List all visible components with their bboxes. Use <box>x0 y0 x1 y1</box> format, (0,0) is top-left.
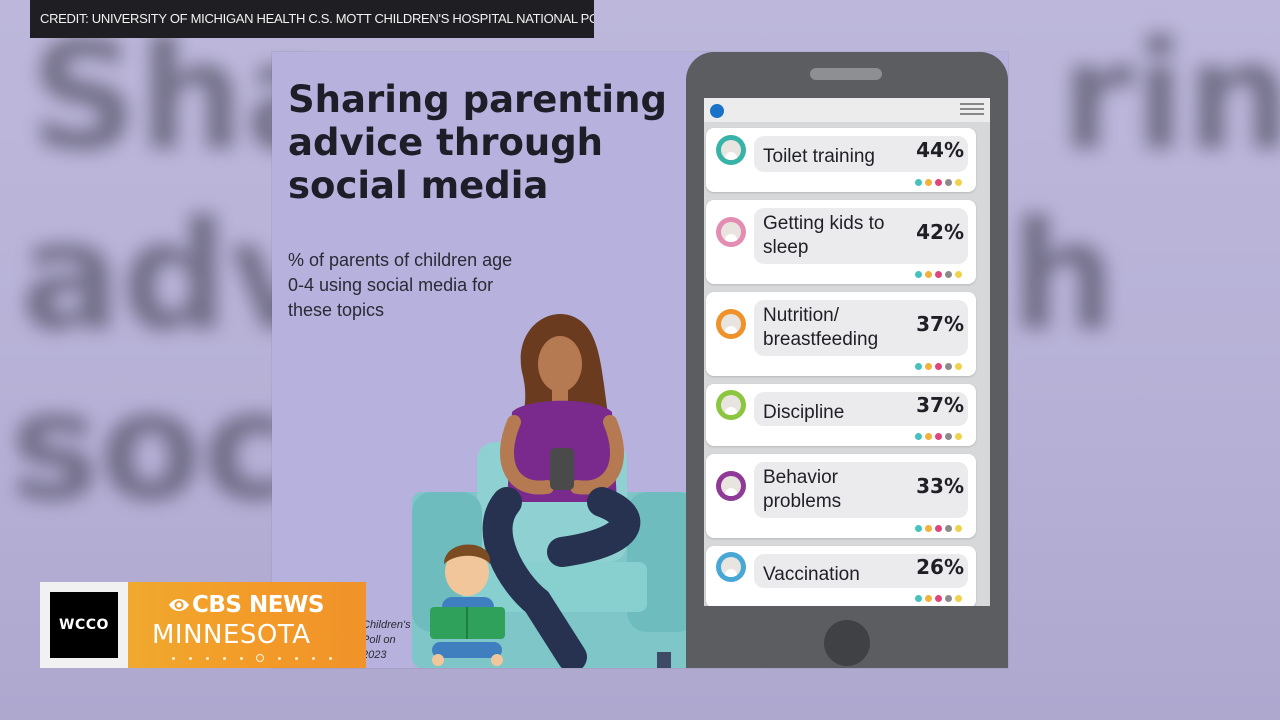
region-name: MINNESOTA <box>152 620 311 650</box>
reaction-icons <box>915 270 962 279</box>
status-dot-icon <box>710 104 724 118</box>
source-note: Children's Poll on 2023 <box>362 619 411 661</box>
topic-bubble <box>754 392 968 426</box>
topic-bubble <box>754 300 968 356</box>
topic-bubble <box>754 208 968 264</box>
topic-card: Vaccination 26% <box>706 546 976 606</box>
topic-card: Discipline 37% <box>706 384 976 446</box>
topic-label: Toilet training <box>763 146 875 167</box>
ticker-dots <box>172 654 332 662</box>
topic-label: Nutrition/ breastfeeding <box>763 305 879 350</box>
phone-top-bar <box>704 98 990 122</box>
network-brand: CBS NEWS MINNESOTA <box>128 582 366 668</box>
station-callsign: WCCO <box>50 592 118 658</box>
topic-percent: 26% <box>916 555 964 579</box>
infographic-title: Sharing parenting advice through social … <box>288 78 667 207</box>
topic-label: Vaccination <box>763 564 860 585</box>
reaction-icons <box>915 594 962 603</box>
infographic-subtitle: % of parents of children age 0-4 using s… <box>288 250 513 320</box>
user-avatar-icon <box>716 309 746 339</box>
topic-list: Toilet training 44% Getting kids to sleep 4… <box>706 128 976 606</box>
topic-percent: 33% <box>916 474 964 498</box>
phone-speaker <box>810 68 882 80</box>
user-avatar-icon <box>716 471 746 501</box>
user-avatar-icon <box>716 390 746 420</box>
topic-percent: 44% <box>916 138 964 162</box>
phone-mockup: Toilet training 44% Getting kids to sleep 4… <box>686 52 1008 668</box>
network-name-text: CBS NEWS <box>192 592 324 618</box>
background-word: ring <box>1060 10 1280 184</box>
topic-label: Getting kids to sleep <box>763 213 885 258</box>
background-word: h <box>1010 190 1117 364</box>
reaction-icons <box>915 362 962 371</box>
cbs-eye-icon <box>169 599 189 611</box>
topic-card: Behavior problems 33% <box>706 454 976 538</box>
topic-percent: 37% <box>916 312 964 336</box>
station-logo: WCCO <box>40 582 128 668</box>
user-avatar-icon <box>716 552 746 582</box>
phone-screen: Toilet training 44% Getting kids to sleep 4… <box>704 98 990 606</box>
topic-card: Toilet training 44% <box>706 128 976 192</box>
topic-percent: 42% <box>916 220 964 244</box>
reaction-icons <box>915 524 962 533</box>
topic-bubble <box>754 554 968 588</box>
network-name: CBS NEWS <box>168 592 324 618</box>
topic-card: Nutrition/ breastfeeding 37% <box>706 292 976 376</box>
topic-label: Discipline <box>763 402 845 423</box>
topic-percent: 37% <box>916 393 964 417</box>
parent-child-illustration <box>412 314 697 668</box>
reaction-icons <box>915 178 962 187</box>
user-avatar-icon <box>716 217 746 247</box>
home-button <box>824 620 870 666</box>
reaction-icons <box>915 432 962 441</box>
topic-card: Getting kids to sleep 42% <box>706 200 976 284</box>
user-avatar-icon <box>716 135 746 165</box>
topic-bubble <box>754 462 968 518</box>
credit-bar: CREDIT: UNIVERSITY OF MICHIGAN HEALTH C.… <box>30 0 594 38</box>
topic-bubble <box>754 136 968 172</box>
hamburger-menu-icon <box>960 103 984 117</box>
topic-label: Behavior problems <box>763 467 842 512</box>
station-lower-third: WCCO CBS NEWS MINNESOTA <box>40 582 366 668</box>
infographic-card: Sharing parenting advice through social … <box>272 52 1008 668</box>
